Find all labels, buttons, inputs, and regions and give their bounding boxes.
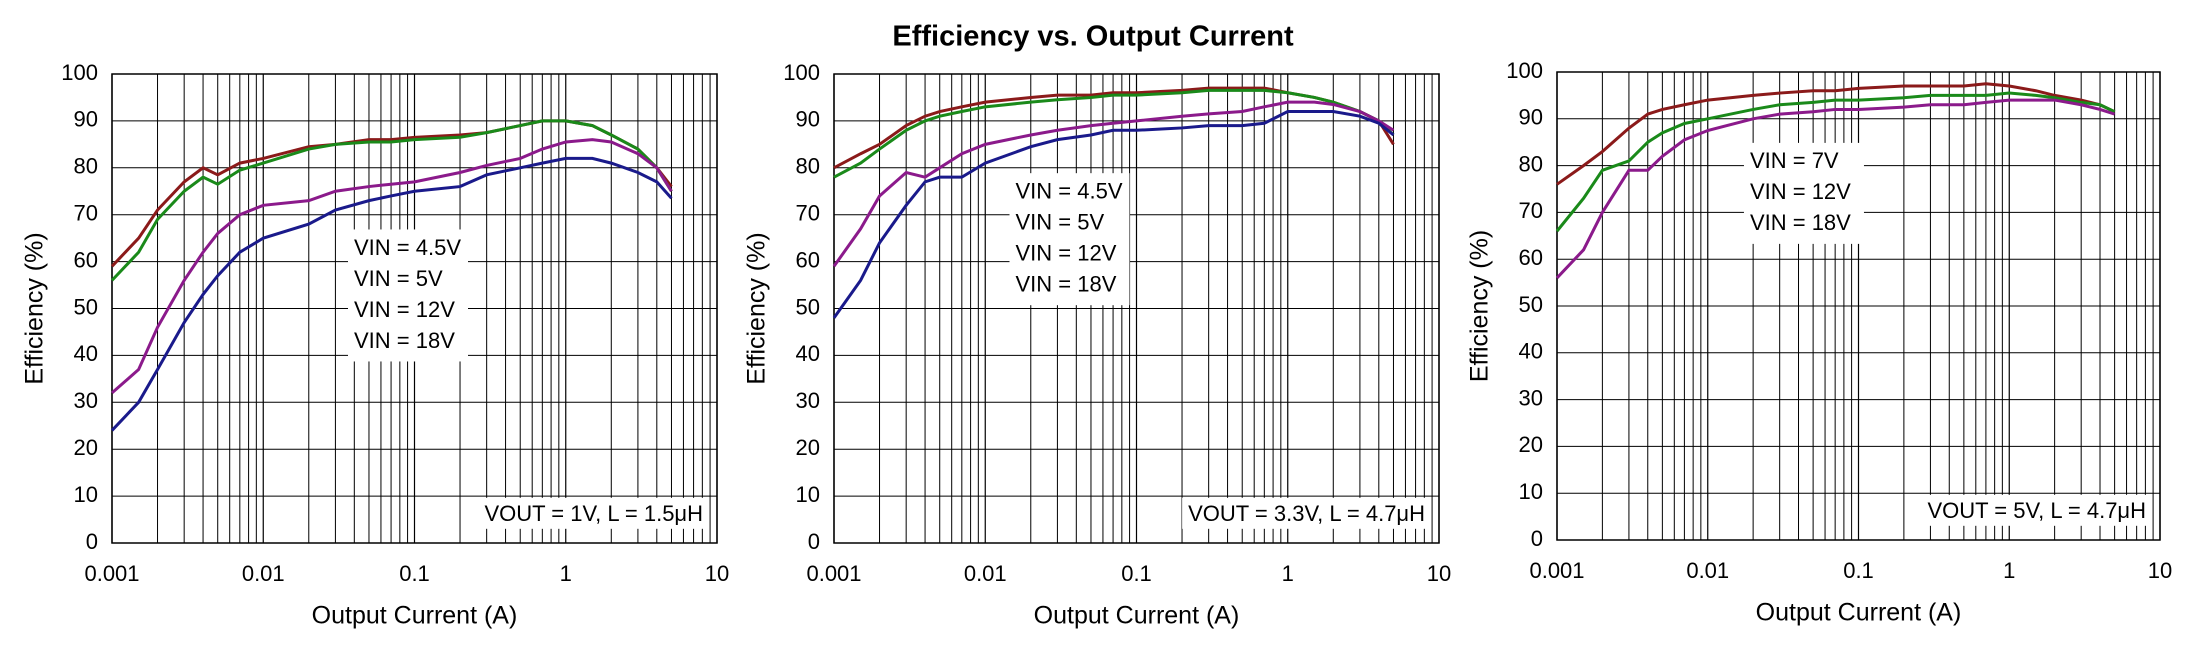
series-line [110, 119, 673, 282]
x-tick-label: 10 [1427, 561, 1451, 586]
y-tick-label: 10 [74, 482, 98, 507]
series-line [832, 110, 1395, 319]
page-title: Efficiency vs. Output Current [892, 21, 1294, 53]
legend-label: VIN = 5V [354, 266, 443, 291]
legend-label: VIN = 4.5V [354, 235, 461, 260]
x-tick-label: 0.01 [1686, 558, 1729, 583]
y-tick-label: 0 [1531, 526, 1543, 551]
y-tick-label: 30 [74, 388, 98, 413]
y-tick-label: 40 [796, 341, 820, 366]
legend-label: VIN = 18V [354, 328, 455, 353]
y-tick-label: 0 [86, 529, 98, 554]
legend-label: VIN = 4.5V [1016, 178, 1123, 203]
y-tick-label: 50 [1519, 292, 1543, 317]
chart: 0 10 20 30 40 50 60 70 80 90 100 0.001 0.01 0.1 1 10 Out… [1466, 58, 2173, 627]
x-axis-title: Output Current (A) [1756, 599, 1962, 627]
legend-label: VIN = 5V [1016, 209, 1105, 234]
y-tick-label: 40 [74, 341, 98, 366]
y-axis-title: Efficiency (%) [1466, 230, 1494, 382]
annotation-box [1921, 494, 2152, 526]
series-line [832, 100, 1395, 268]
x-axis-title: Output Current (A) [1034, 602, 1240, 630]
x-tick-label: 0.01 [964, 561, 1007, 586]
y-tick-label: 90 [74, 107, 98, 132]
y-tick-label: 80 [1519, 151, 1543, 176]
annotation-box [478, 497, 709, 529]
series-line [110, 156, 673, 432]
y-tick-label: 70 [796, 201, 820, 226]
y-tick-label: 10 [796, 482, 820, 507]
y-axis-title: Efficiency (%) [21, 232, 49, 384]
x-tick-label: 0.001 [806, 561, 861, 586]
y-tick-label: 80 [796, 154, 820, 179]
y-tick-label: 50 [796, 294, 820, 319]
x-tick-label: 0.01 [242, 561, 285, 586]
legend-label: VIN = 7V [1750, 148, 1839, 173]
annotation-box [1182, 497, 1431, 529]
y-tick-label: 70 [74, 201, 98, 226]
y-tick-label: 100 [1506, 58, 1543, 83]
series-line [111, 138, 673, 395]
annotation: VOUT = 1V, L = 1.5μH [484, 501, 703, 526]
y-tick-label: 30 [1519, 385, 1543, 410]
y-tick-label: 60 [796, 247, 820, 272]
legend-label: VIN = 12V [354, 297, 455, 322]
series-line [1556, 82, 2116, 186]
x-axis-title: Output Current (A) [312, 602, 518, 630]
y-tick-label: 80 [74, 154, 98, 179]
series-line [1555, 98, 2116, 279]
y-tick-label: 90 [796, 107, 820, 132]
x-tick-label: 10 [2148, 558, 2172, 583]
y-tick-label: 60 [1519, 245, 1543, 270]
annotation: VOUT = 5V, L = 4.7μH [1927, 498, 2146, 523]
chart: 0 10 20 30 40 50 60 70 80 90 100 0.001 0.01 0.1 1 10 Out… [21, 60, 730, 630]
y-tick-label: 70 [1519, 198, 1543, 223]
x-tick-label: 1 [560, 561, 572, 586]
y-tick-label: 30 [796, 388, 820, 413]
series-line [833, 88, 1395, 179]
legend-label: VIN = 12V [1750, 179, 1851, 204]
x-tick-label: 1 [2003, 558, 2015, 583]
x-tick-label: 0.1 [1121, 561, 1152, 586]
legend-box [1009, 173, 1130, 306]
y-tick-label: 50 [74, 294, 98, 319]
y-tick-label: 20 [796, 435, 820, 460]
y-tick-label: 20 [74, 435, 98, 460]
y-tick-label: 0 [808, 529, 820, 554]
legend-box [348, 229, 468, 362]
plot-frame [111, 73, 718, 544]
y-tick-label: 60 [74, 247, 98, 272]
x-tick-label: 10 [705, 561, 729, 586]
x-tick-label: 0.001 [1529, 558, 1584, 583]
x-tick-label: 0.1 [1843, 558, 1874, 583]
series-line [1555, 91, 2116, 233]
annotation: VOUT = 3.3V, L = 4.7μH [1188, 501, 1425, 526]
x-tick-label: 0.1 [399, 561, 430, 586]
x-tick-label: 0.001 [84, 561, 139, 586]
y-tick-label: 100 [783, 60, 820, 85]
legend-label: VIN = 18V [1750, 210, 1851, 235]
y-tick-label: 100 [61, 60, 98, 85]
y-tick-label: 10 [1519, 479, 1543, 504]
x-tick-label: 1 [1282, 561, 1294, 586]
legend-label: VIN = 12V [1016, 240, 1117, 265]
series-line [833, 86, 1395, 170]
legend-label: VIN = 18V [1016, 271, 1117, 296]
legend-box [1743, 142, 1864, 244]
y-axis-title: Efficiency (%) [743, 232, 771, 384]
y-tick-label: 90 [1519, 105, 1543, 130]
plot-frame [833, 73, 1440, 544]
y-tick-label: 20 [1519, 432, 1543, 457]
plot-frame [1556, 71, 2161, 541]
chart: 0 10 20 30 40 50 60 70 80 90 100 0.001 0.01 0.1 1 10 Out… [743, 60, 1452, 630]
y-tick-label: 40 [1519, 339, 1543, 364]
